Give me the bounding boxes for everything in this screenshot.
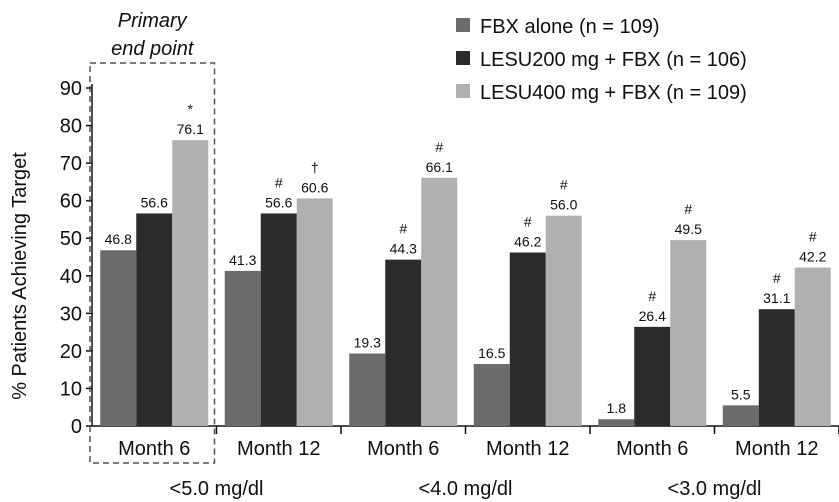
data-label: 19.3 [354,335,381,351]
primary-endpoint-box [89,62,216,464]
significance-marker: # [435,139,443,155]
data-label: 16.5 [478,345,505,361]
bar [100,250,137,426]
data-label: 56.6 [141,194,168,210]
data-label: 44.3 [390,241,417,257]
legend-swatch [456,51,470,65]
data-label: 76.1 [177,121,204,137]
legend-entry: LESU200 mg + FBX (n = 106) [480,49,747,71]
bar [296,198,333,426]
data-label: 41.3 [229,252,256,268]
significance-marker: # [560,177,568,193]
bar [172,140,209,427]
data-label: 60.6 [301,179,328,195]
category-label: Month 6 [367,438,439,460]
data-label: 42.2 [799,249,826,265]
legend-swatch [456,84,470,98]
significance-marker: # [399,221,407,237]
bar [421,177,458,426]
y-tick-label: 20 [60,341,82,363]
significance-marker: # [809,229,817,245]
significance-marker: # [684,201,692,217]
significance-marker: # [275,174,283,190]
data-label: 26.4 [639,308,666,324]
data-label: 66.1 [426,159,453,175]
data-label: 49.5 [675,221,702,237]
data-label: 56.0 [550,197,577,213]
significance-marker: # [773,270,781,286]
data-label: 56.6 [265,194,292,210]
y-tick-label: 50 [60,228,82,250]
bar [598,419,635,426]
bar [509,252,546,426]
bar [224,270,261,426]
data-label: 46.2 [514,233,541,249]
bar [670,240,707,426]
group-label: <4.0 mg/dl [419,478,513,500]
category-label: Month 6 [118,438,190,460]
y-axis-label: % Patients Achieving Target [9,152,31,400]
y-tick-label: 60 [60,191,82,213]
significance-marker: * [188,101,194,117]
annotation-text: Primary [118,10,188,32]
significance-marker: # [524,213,532,229]
category-label: Month 12 [735,438,818,460]
data-label: 5.5 [731,386,751,402]
bar [473,364,510,426]
y-tick-label: 90 [60,78,82,100]
annotation-text: end point [111,38,195,60]
bar [758,309,795,426]
category-label: Month 12 [237,438,320,460]
group-label: <3.0 mg/dl [668,478,762,500]
bar [794,267,831,426]
category-label: Month 6 [616,438,688,460]
significance-marker: # [648,288,656,304]
bar [634,326,671,426]
y-tick-label: 80 [60,116,82,138]
legend-entry: FBX alone (n = 109) [480,16,660,38]
legend-entry: LESU400 mg + FBX (n = 109) [480,82,747,104]
data-label: 1.8 [607,400,627,416]
bar [136,213,173,426]
group-label: <5.0 mg/dl [170,478,264,500]
significance-marker: † [311,159,319,175]
category-label: Month 12 [486,438,569,460]
data-label: 46.8 [105,231,132,247]
data-label: 31.1 [763,290,790,306]
y-tick-label: 0 [71,416,82,438]
y-tick-label: 30 [60,303,82,325]
y-tick-label: 70 [60,153,82,175]
legend-swatch [456,18,470,32]
bar [260,213,297,426]
bar [722,405,759,426]
bar [545,215,582,426]
y-tick-label: 10 [60,378,82,400]
bar [349,353,386,426]
bar [385,259,422,426]
y-tick-label: 40 [60,266,82,288]
